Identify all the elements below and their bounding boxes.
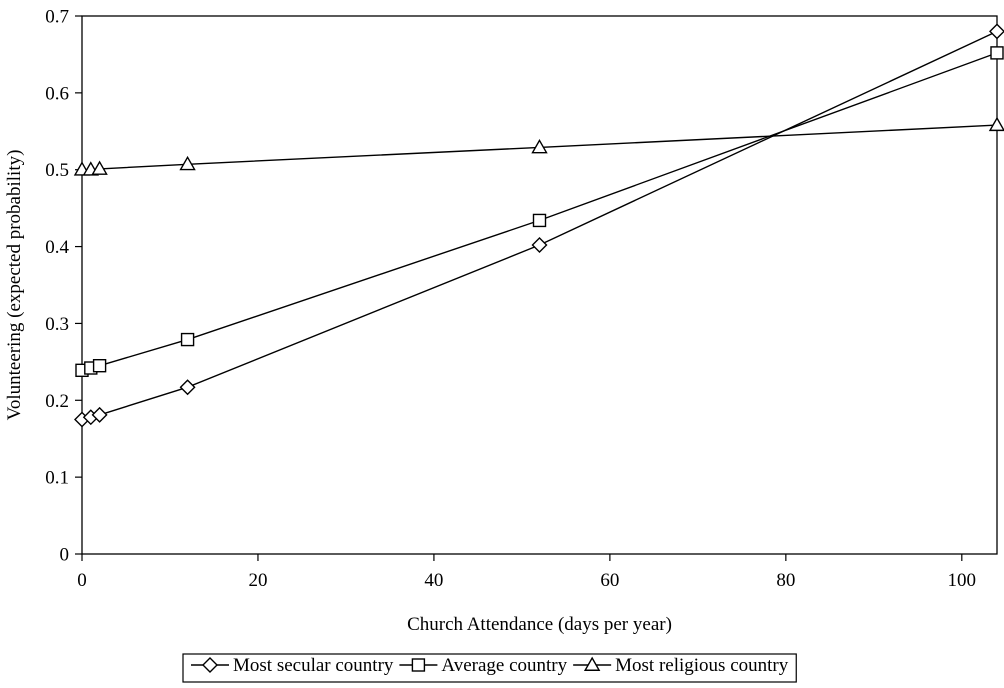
legend-marker	[411, 658, 426, 672]
x-axis-ticks: 0 20 40 60 80 100	[77, 554, 976, 591]
data-point	[92, 359, 107, 373]
data-point	[179, 379, 196, 396]
legend-label: Most secular country	[233, 655, 394, 676]
data-point	[989, 23, 1004, 40]
x-tick-label: 40	[424, 570, 443, 591]
x-tick-label: 20	[248, 570, 267, 591]
legend-marker	[583, 656, 601, 671]
x-tick-label: 80	[776, 570, 795, 591]
y-tick-label: 0	[60, 545, 70, 566]
data-point	[180, 332, 195, 347]
y-tick-label: 0.4	[45, 237, 69, 258]
data-point	[91, 406, 108, 423]
legend-item-most-secular-country: Most secular country	[191, 655, 394, 676]
legend-items: Most secular country Average country Most …	[191, 655, 789, 676]
data-point	[531, 139, 548, 154]
y-tick-label: 0.3	[45, 314, 69, 335]
legend-item-average-country: Average country	[399, 655, 568, 676]
series-line	[81, 52, 998, 371]
series-most-religious-country	[73, 116, 1004, 176]
x-tick-label: 60	[600, 570, 619, 591]
plot-frame	[81, 15, 998, 555]
y-axis-ticks: 0 0.1 0.2 0.3 0.4 0.5 0.6 0.7	[45, 7, 82, 566]
y-tick-label: 0.2	[45, 391, 69, 412]
y-tick-label: 0.5	[45, 160, 69, 181]
data-point	[532, 213, 547, 228]
legend-item-most-religious-country: Most religious country	[573, 655, 789, 676]
series-average-country	[75, 46, 1004, 378]
legend: Most secular country Average country Most …	[182, 653, 797, 683]
x-axis-title: Church Attendance (days per year)	[407, 614, 672, 635]
data-point	[988, 116, 1004, 132]
y-tick-label: 0.7	[45, 7, 69, 28]
y-tick-label: 0.6	[45, 83, 69, 104]
data-point	[91, 160, 108, 175]
series-most-secular-country	[74, 23, 1004, 428]
data-point	[179, 155, 196, 171]
y-tick-label: 0.1	[45, 468, 69, 489]
axes	[81, 15, 998, 555]
x-tick-label: 100	[948, 570, 977, 591]
legend-marker	[202, 657, 218, 673]
legend-box	[182, 653, 797, 683]
legend-label: Most religious country	[615, 655, 789, 676]
x-tick-label: 0	[77, 570, 87, 591]
legend-label: Average country	[441, 655, 567, 676]
data-point	[990, 46, 1004, 60]
series-layer	[73, 23, 1004, 428]
y-axis-title: Volunteering (expected probability)	[4, 150, 25, 421]
data-point	[531, 237, 548, 254]
